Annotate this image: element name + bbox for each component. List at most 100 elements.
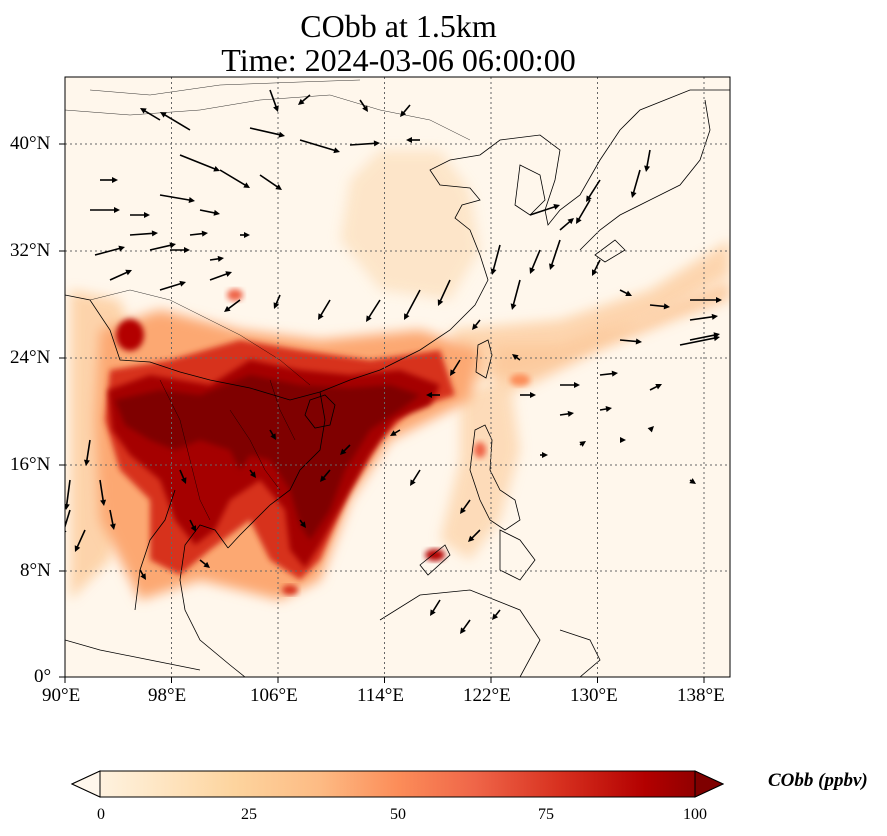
wind-arrow-head	[125, 269, 132, 276]
wind-arrow-shaft	[529, 205, 558, 216]
wind-arrow-head	[244, 232, 250, 238]
colorbar-tick-100: 100	[683, 806, 707, 823]
coastline-borneo	[379, 589, 541, 677]
wind-arrow-head	[273, 105, 279, 112]
lon-tick-130e: 130°E	[570, 685, 618, 706]
plume-yunnan-hotspot	[227, 289, 243, 301]
lat-tick-24n: 24°N	[10, 347, 51, 368]
wind-arrow-head	[404, 313, 410, 320]
wind-arrow-shaft	[259, 174, 280, 189]
coastline-palawan	[419, 544, 451, 576]
wind-arrow-head	[410, 479, 416, 486]
colorbar-extend-low	[70, 770, 101, 798]
wind-arrow-head	[426, 392, 432, 398]
map-area	[65, 77, 730, 677]
wind-arrow-shaft	[366, 299, 381, 320]
wind-arrow-shaft	[689, 315, 716, 321]
coastlines	[65, 89, 730, 677]
wind-arrow-head	[179, 280, 186, 287]
coastline-andaman	[134, 489, 176, 611]
wind-arrow-shaft	[299, 139, 338, 152]
wind-arrow-head	[647, 426, 654, 433]
wind-arrow-head	[318, 313, 324, 320]
wind-arrow-head	[184, 247, 190, 253]
wind-arrow-head	[625, 290, 632, 296]
lon-tick-106e: 106°E	[250, 685, 298, 706]
wind-arrow-head	[203, 561, 210, 568]
wind-arrow-head	[201, 230, 208, 237]
wind-arrow-head	[188, 197, 195, 203]
wind-arrow-head	[390, 430, 397, 436]
wind-arrow-shaft	[689, 333, 718, 341]
wind-arrow-head	[460, 507, 466, 514]
plume-indochina-max	[115, 375, 420, 540]
wind-arrow-shaft	[75, 529, 86, 550]
borders	[65, 79, 471, 521]
colorbar-label: CObb (ppbv)	[768, 770, 868, 791]
wind-arrow-head	[362, 105, 368, 112]
wind-arrow-shaft	[159, 282, 184, 291]
wind-arrow-head	[611, 370, 618, 377]
wind-arrow-head	[109, 523, 116, 530]
wind-arrow-head	[333, 147, 340, 154]
wind-arrow-head	[620, 437, 626, 443]
wind-arrow-head	[74, 545, 81, 552]
plume-east-hotspot	[510, 374, 530, 386]
colorbar-tick-0: 0	[97, 806, 105, 823]
wind-arrow-head	[118, 245, 125, 252]
coastline-kyushu	[594, 239, 626, 263]
wind-arrow-head	[655, 384, 662, 390]
wind-arrow-shaft	[530, 249, 541, 272]
coastline-sulawesi	[559, 629, 601, 677]
wind-arrow-shaft	[576, 199, 591, 222]
coastline-mainland	[65, 89, 730, 401]
wind-arrow-shaft	[219, 169, 248, 188]
wind-arrow-shaft	[109, 270, 130, 281]
lat-tick-16n: 16°N	[10, 454, 51, 475]
wind-arrow-head	[140, 573, 146, 580]
wind-arrow-shaft	[645, 149, 651, 170]
lon-tick-138e: 138°E	[677, 685, 725, 706]
wind-arrow-head	[300, 521, 306, 528]
lat-tick-8n: 8°N	[20, 560, 51, 581]
wind-arrow-shaft	[491, 244, 501, 273]
map-frame	[64, 76, 731, 678]
wind-arrow-head	[713, 332, 720, 339]
wind-arrow-head	[406, 137, 412, 143]
wind-arrow-shaft	[209, 272, 230, 281]
lat-tick-0: 0°	[34, 666, 52, 687]
wind-arrow-head	[553, 204, 560, 210]
wind-arrow-shaft	[162, 112, 191, 131]
wind-arrow-head	[144, 212, 150, 218]
plume-myanmar-hotspot	[116, 319, 144, 351]
wind-arrow-head	[160, 112, 167, 118]
wind-arrow-head	[574, 382, 580, 388]
wind-arrow-head	[65, 503, 70, 510]
plume-luzon-hotspot	[474, 442, 486, 458]
wind-arrow-head	[450, 369, 456, 376]
wind-arrow-head	[112, 177, 118, 183]
coastline-gulf-thailand	[179, 524, 246, 677]
wind-arrow-head	[217, 255, 224, 262]
wind-arrow-head	[340, 448, 347, 455]
wind-arrow-head	[243, 182, 250, 188]
wind-arrow-head	[567, 218, 574, 225]
coastline-mindanao	[499, 529, 536, 581]
wind-arrow-shaft	[269, 89, 278, 110]
wind-arrow-shaft	[679, 336, 718, 346]
wind-arrow-head	[275, 184, 282, 190]
wind-arrow-head	[151, 230, 158, 237]
wind-arrow-shaft	[318, 299, 331, 318]
wind-arrow-head	[592, 269, 598, 276]
plume-palawan-hotspot	[425, 549, 445, 561]
wind-arrow-shaft	[65, 509, 71, 529]
plume-northchina	[340, 150, 480, 300]
wind-arrow-head	[320, 475, 327, 482]
colorbar-tick-75: 75	[538, 806, 554, 823]
wind-arrow-head	[530, 392, 536, 398]
wind-arrow-shaft	[349, 142, 378, 146]
wind-arrow-head	[213, 209, 220, 216]
wind-arrow-shaft	[85, 439, 91, 464]
wind-arrow-head	[635, 338, 642, 345]
